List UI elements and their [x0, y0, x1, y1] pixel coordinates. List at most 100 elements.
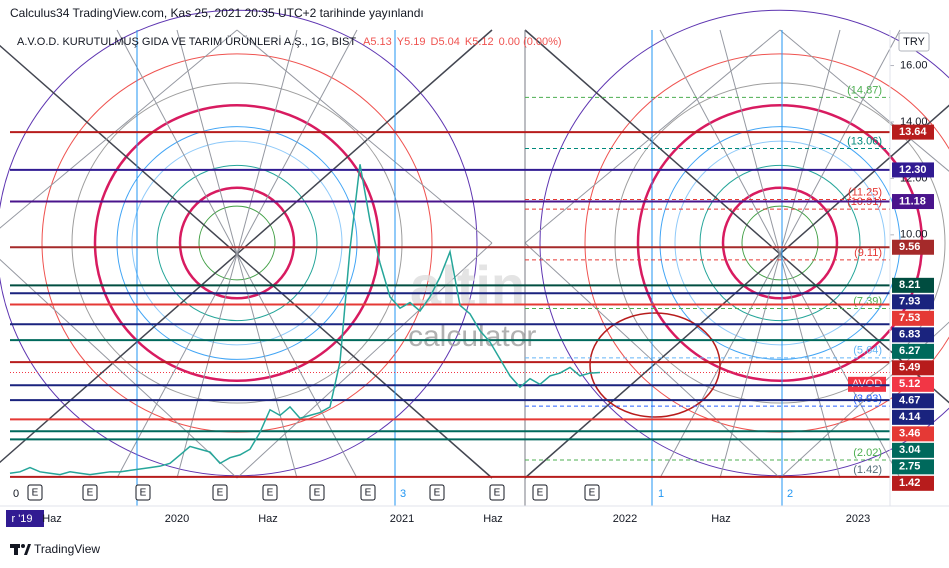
projection-label: (5.64) — [853, 345, 882, 357]
event-label: E — [314, 488, 321, 499]
level-label: 3.04 — [899, 444, 921, 456]
level-label: 12.30 — [899, 164, 927, 176]
event-label: E — [140, 488, 147, 499]
x-tick-label: Haz — [258, 513, 278, 525]
gann-circle — [539, 9, 949, 477]
gann-circle — [0, 9, 478, 477]
logo — [10, 544, 31, 555]
level-label: 3.46 — [899, 428, 920, 440]
gann-circle — [116, 126, 358, 360]
ohlc-value: A5.13 — [363, 36, 392, 48]
event-marker — [584, 484, 600, 501]
gann-line — [236, 29, 493, 244]
level-label: 7.93 — [899, 296, 920, 308]
level-label: 5.12 — [899, 378, 920, 390]
marker-label: 2 — [787, 488, 793, 500]
gann-line — [719, 29, 841, 479]
level-label: 4.67 — [899, 395, 920, 407]
event-marker — [82, 484, 98, 501]
projection-label: (14.87) — [847, 84, 882, 96]
marks: 16.0014.0012.0010.00(14.87)(13.06)(11.25… — [6, 59, 934, 527]
projection-label: (3.93) — [853, 393, 882, 405]
gann-circle — [71, 82, 403, 404]
ohlc-value: K5.12 — [465, 36, 494, 48]
price-line — [9, 164, 601, 476]
level-label-box — [892, 124, 934, 140]
header: Calculus34 TradingView.com, Kas 25, 2021… — [10, 6, 424, 20]
ohlc-value: 0.00 (0.00%) — [499, 36, 562, 48]
logo-part — [14, 544, 18, 555]
event-label: E — [434, 488, 441, 499]
level-label-box — [892, 442, 934, 458]
currency-box[interactable] — [898, 32, 930, 52]
symbol: A.V.O.D. KURUTULMUŞ GIDA VE TARIM ÜRÜNLE… — [17, 35, 356, 48]
level-label: 2.75 — [899, 461, 920, 473]
projection-label: (7.39) — [853, 295, 882, 307]
event-marker — [309, 484, 325, 501]
event-label: E — [365, 488, 372, 499]
level-label: 1.42 — [899, 477, 920, 489]
level-label-box — [892, 409, 934, 425]
logo-part — [21, 544, 25, 548]
event-marker — [27, 484, 43, 501]
gann-line — [0, 29, 238, 229]
event-marker — [262, 484, 278, 501]
x-tick-label: Haz — [483, 513, 503, 525]
ohlc-value: D5.04 — [431, 36, 460, 48]
x-tick-label: Haz — [42, 513, 62, 525]
event-marker — [489, 484, 505, 501]
projection-label: (2.02) — [853, 447, 882, 459]
event-label: E — [589, 488, 596, 499]
logo-part — [24, 544, 31, 555]
event-marker — [212, 484, 228, 501]
level-label-box — [892, 327, 934, 343]
projection-label: (9.11) — [854, 247, 882, 259]
projection-label: (1.42) — [853, 464, 882, 476]
gann-circle — [156, 164, 318, 322]
x-tick-label: Haz — [711, 513, 731, 525]
level-label-box — [892, 162, 934, 178]
event-label: E — [217, 488, 224, 499]
level-label-box — [892, 360, 934, 376]
watermark: calculator — [408, 320, 536, 353]
level-label: 4.14 — [899, 411, 921, 423]
gann-circle — [178, 186, 296, 300]
gann-circle — [614, 82, 946, 404]
gann-circle — [699, 164, 861, 322]
x-tick-label: r '19 — [11, 513, 32, 525]
gann-line — [176, 29, 298, 479]
currency[interactable]: TRY — [903, 36, 925, 48]
level-label-box — [892, 194, 934, 210]
projection-label: (13.06) — [847, 135, 882, 147]
level-label: 13.64 — [899, 126, 927, 138]
x-tick-label: 2022 — [613, 513, 637, 525]
level-label-box — [892, 310, 934, 326]
ohlc-value: Y5.19 — [397, 36, 426, 48]
level-label-box — [892, 475, 934, 491]
level-label: 7.53 — [899, 312, 920, 324]
x-label-highlight — [6, 510, 44, 527]
gann-circle — [721, 186, 839, 300]
x-tick-label: 2020 — [165, 513, 189, 525]
gann-drawings: altincalculator — [0, 9, 949, 506]
x-tick-label: 2021 — [390, 513, 414, 525]
event-label: E — [87, 488, 94, 499]
marker-label: 3 — [400, 488, 406, 500]
event-marker — [135, 484, 151, 501]
event-marker — [429, 484, 445, 501]
level-label-box — [892, 277, 934, 293]
gann-circle — [93, 104, 381, 382]
level-label: 8.21 — [899, 279, 920, 291]
y-tick-label: 10.00 — [900, 229, 928, 241]
event-label: E — [32, 488, 39, 499]
level-label: 6.83 — [899, 329, 920, 341]
y-tick-label: 16.00 — [900, 59, 928, 71]
event-label: E — [267, 488, 274, 499]
gann-circle — [589, 312, 721, 418]
level-label-box — [892, 343, 934, 359]
projection-label: (11.25) — [848, 186, 882, 198]
event-label: E — [494, 488, 501, 499]
marker-label: 0 — [13, 488, 19, 500]
